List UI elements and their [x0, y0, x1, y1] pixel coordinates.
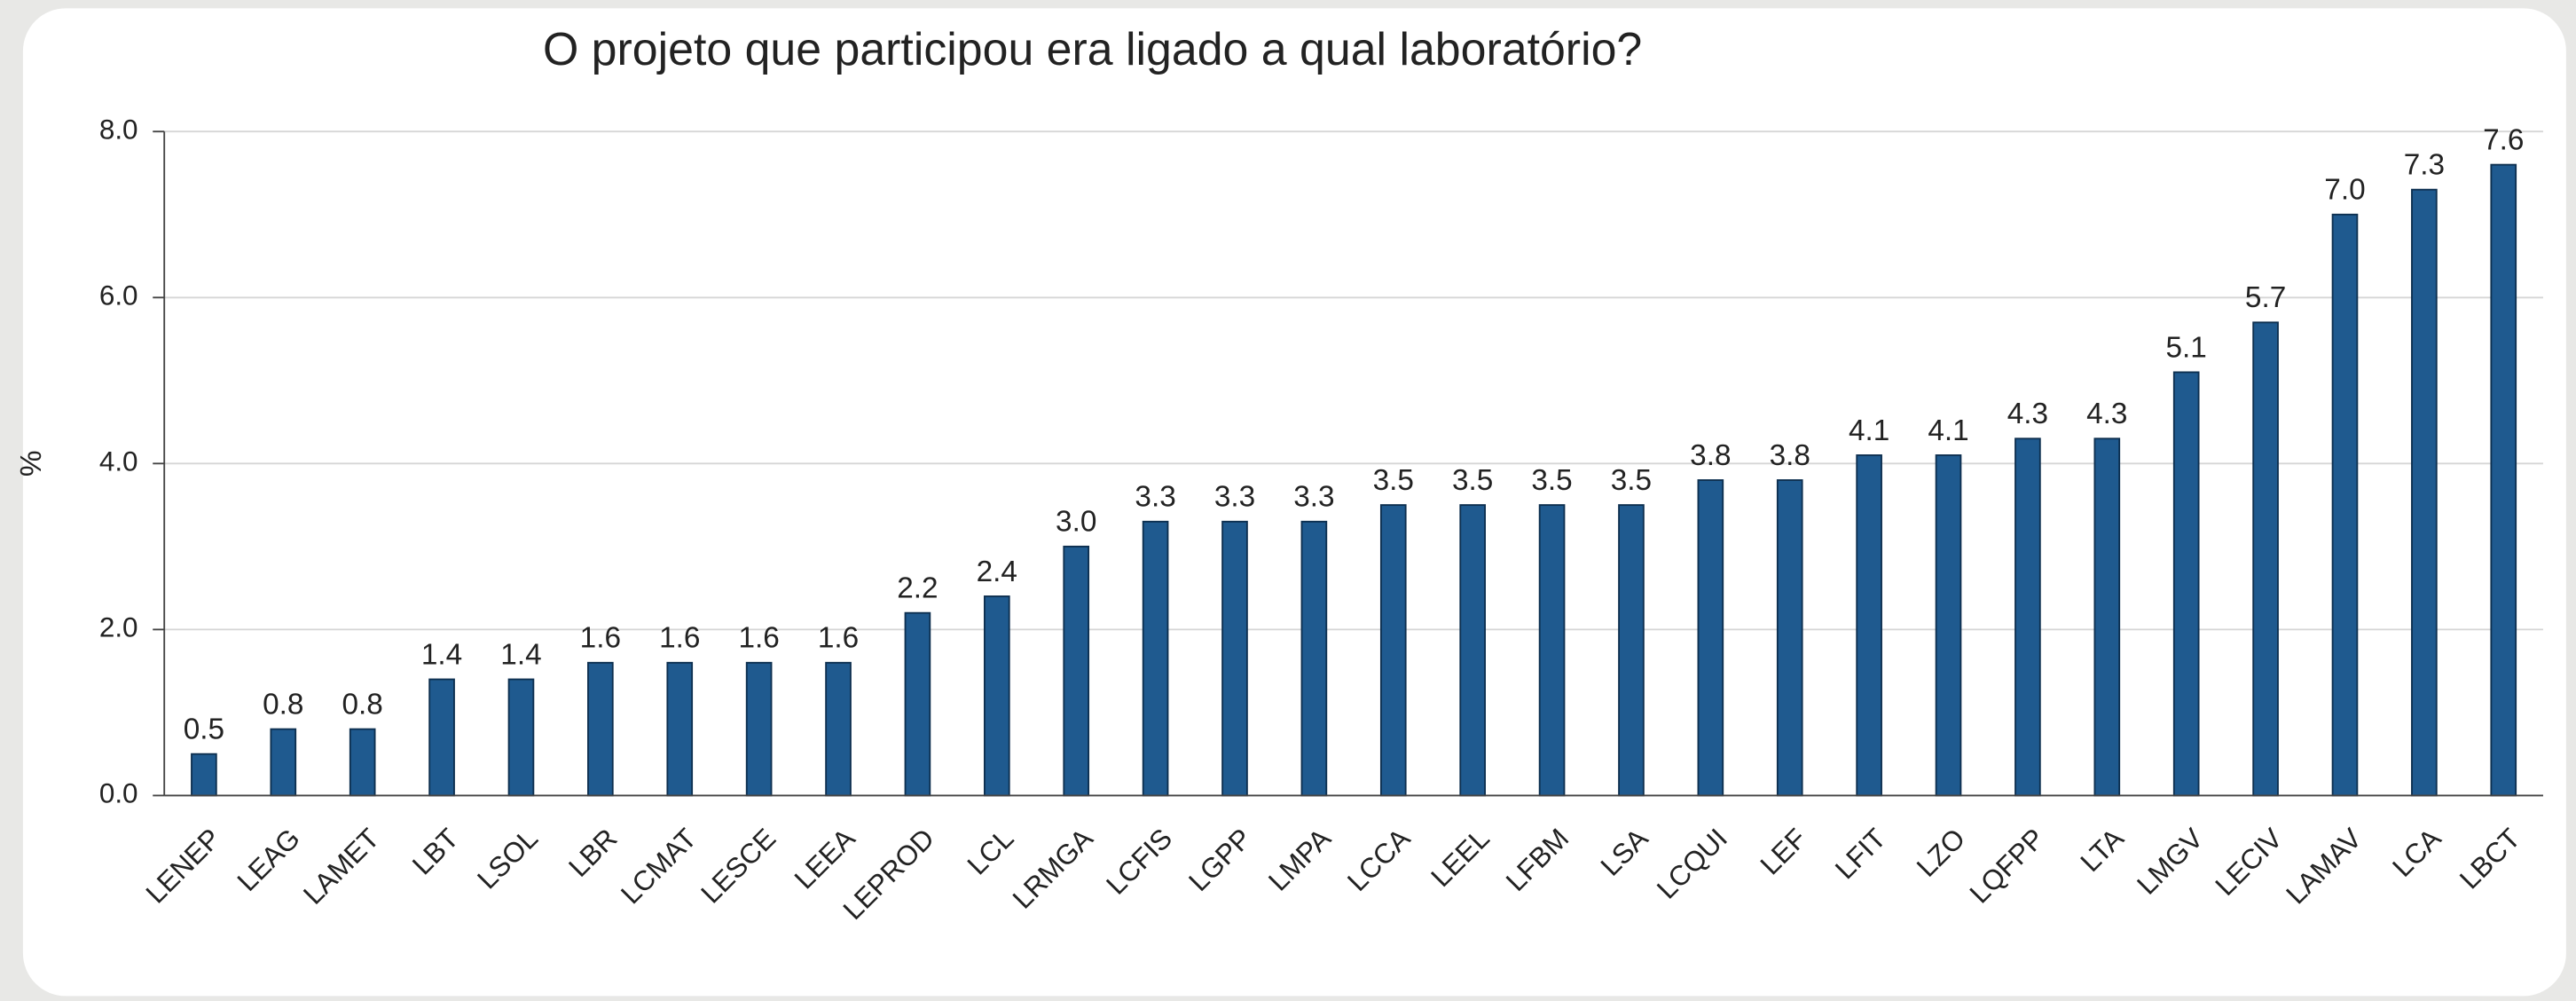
bar [2411, 188, 2438, 797]
bar [904, 611, 931, 797]
bar [1618, 504, 1645, 797]
bar [587, 661, 614, 797]
data-label: 3.3 [1293, 481, 1334, 514]
bar [2331, 213, 2359, 797]
data-label: 1.4 [500, 638, 541, 671]
bar [1221, 520, 1248, 797]
data-label: 3.5 [1531, 464, 1572, 497]
bar [666, 661, 694, 797]
card [22, 8, 2566, 997]
bar [270, 728, 297, 797]
data-label: 7.3 [2404, 149, 2445, 182]
bar [2490, 163, 2517, 797]
data-label: 1.6 [659, 622, 700, 655]
bar [428, 678, 455, 797]
bar [1538, 504, 1566, 797]
data-label: 3.8 [1770, 439, 1810, 472]
data-label: 3.3 [1214, 481, 1255, 514]
data-label: 1.6 [818, 622, 859, 655]
bar [1935, 454, 1962, 797]
data-label: 3.3 [1135, 481, 1175, 514]
bar [825, 661, 852, 797]
data-label: 7.0 [2324, 174, 2365, 207]
chart-title: O projeto que participou era ligado a qu… [543, 23, 1642, 75]
bar [1697, 479, 1724, 797]
data-label: 4.3 [2007, 398, 2048, 430]
data-label: 1.6 [738, 622, 779, 655]
bar [349, 728, 376, 797]
data-label: 4.3 [2086, 398, 2127, 430]
y-tick-label: 4.0 [99, 446, 138, 477]
data-label: 3.8 [1690, 439, 1731, 472]
bar [2014, 437, 2041, 797]
y-tick-label: 2.0 [99, 612, 138, 643]
data-label: 4.1 [1849, 414, 1889, 447]
y-tick-label: 8.0 [99, 114, 138, 146]
data-label: 5.7 [2245, 281, 2286, 314]
y-tick-label: 6.0 [99, 280, 138, 311]
data-label: 0.8 [263, 688, 303, 721]
y-tick-label: 0.0 [99, 778, 138, 809]
bar [507, 678, 535, 797]
data-label: 3.5 [1373, 464, 1414, 497]
data-label: 4.1 [1928, 414, 1968, 447]
bar [2252, 321, 2279, 797]
bar [2172, 371, 2200, 797]
bar [2093, 437, 2121, 797]
data-label: 1.4 [421, 638, 462, 671]
data-label: 5.1 [2166, 331, 2207, 364]
bar [1063, 545, 1090, 797]
data-label: 1.6 [580, 622, 621, 655]
bar [1776, 479, 1803, 797]
bar [191, 753, 217, 797]
bar [984, 595, 1010, 797]
bar [1379, 504, 1407, 797]
bar [1300, 520, 1328, 797]
data-label: 0.5 [184, 713, 224, 746]
y-axis-label: % [15, 451, 48, 477]
data-label: 7.6 [2483, 123, 2524, 156]
bar [745, 661, 773, 797]
data-label: 0.8 [342, 688, 383, 721]
data-label: 3.5 [1452, 464, 1493, 497]
bar [1856, 454, 1882, 797]
data-label: 2.2 [897, 572, 938, 605]
bar [1142, 520, 1169, 797]
data-label: 3.0 [1056, 506, 1096, 539]
bar [1459, 504, 1486, 797]
data-label: 2.4 [977, 556, 1017, 588]
data-label: 3.5 [1611, 464, 1652, 497]
